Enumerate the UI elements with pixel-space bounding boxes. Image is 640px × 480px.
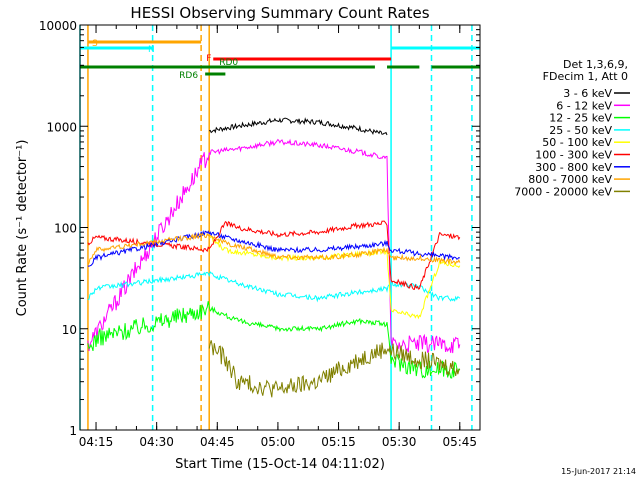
x-axis-label: Start Time (15-Oct-14 04:11:02) [175,457,385,472]
y-tick-label: 100 [54,222,77,236]
legend-label-6-12-kev: 6 - 12 keV [556,99,612,112]
x-tick-label: 04:45 [200,435,235,449]
state-bar-label-rd0: RD0 [219,58,238,68]
legend-header-line-1: Det 1,3,6,9, [563,58,628,71]
legend-label-100-300-kev: 100 - 300 keV [535,149,612,162]
legend-label-12-25-kev: 12 - 25 keV [549,112,612,125]
series-300-800-kev [87,229,460,267]
x-axis: 04:15 04:30 04:45 05:00 05:15 05:30 05:45 [79,25,481,449]
state-bar-label-n: N [148,45,155,55]
series-3-6-kev [208,117,388,136]
state-bar-label-f: F [206,54,211,64]
series-25-50-kev [87,270,461,303]
x-tick-label: 05:45 [442,435,477,449]
legend-label-3-6-kev: 3 - 6 keV [563,87,612,100]
series-lines [87,117,461,398]
legend-header-line-2: FDecim 1, Att 0 [543,70,628,83]
series-50-100-kev [209,235,461,320]
legend-label-7000-20000-kev: 7000 - 20000 keV [514,185,612,198]
y-tick-label: 1 [69,424,77,438]
x-tick-label: 04:30 [139,435,174,449]
legend-label-300-800-kev: 300 - 800 keV [535,161,612,174]
series-800-7000-kev [87,232,461,266]
y-tick-label: 1000 [46,120,77,134]
legend-label-800-7000-kev: 800 - 7000 keV [528,173,612,186]
state-bars: S N F RD0 RD6 [80,39,480,81]
legend-label-25-50-kev: 25 - 50 keV [549,124,612,137]
state-bar-label-s: S [92,39,98,49]
y-axis: 1 10 100 1000 10000 [39,19,480,438]
y-tick-label: 10 [62,323,77,337]
x-tick-label: 05:30 [382,435,417,449]
x-tick-label: 05:15 [321,435,356,449]
timestamp: 15-Jun-2017 21:14 [561,467,636,476]
series-100-300-kev [87,220,461,290]
chart-title: HESSI Observing Summary Count Rates [130,4,429,22]
x-tick-label: 05:00 [261,435,296,449]
series-12-25-kev [87,301,460,379]
y-tick-label: 10000 [39,19,77,33]
legend-label-50-100-kev: 50 - 100 keV [542,136,612,149]
state-bar-label-rd6: RD6 [179,71,198,81]
series-7000-20000-kev [208,340,461,398]
y-axis-label: Count Rate (s⁻¹ detector⁻¹) [15,140,30,317]
legend: Det 1,3,6,9, FDecim 1, Att 0 3 - 6 keV6 … [514,58,630,198]
x-tick-label: 04:15 [79,435,114,449]
